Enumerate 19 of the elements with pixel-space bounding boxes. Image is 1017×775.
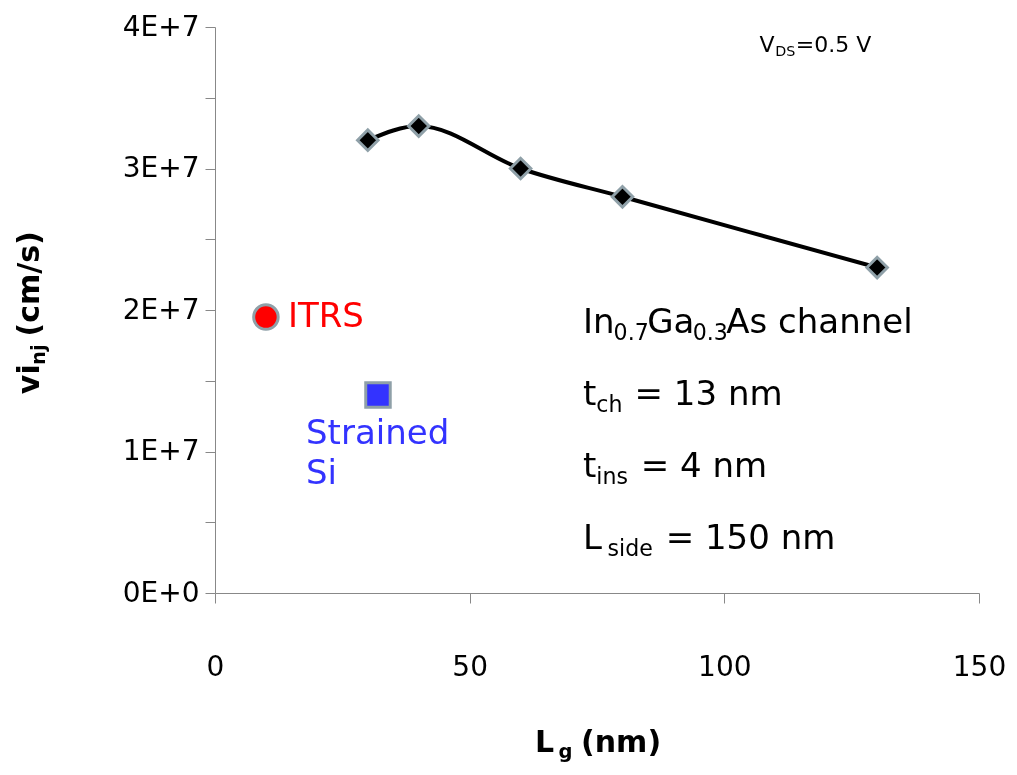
point	[865, 255, 889, 280]
point	[356, 128, 380, 152]
series-label: ITRS	[287, 295, 364, 336]
point	[508, 156, 533, 181]
x-tick-label: 150	[952, 649, 1007, 683]
point	[610, 185, 635, 209]
y-axis-title: vinj (cm/s)	[11, 231, 50, 395]
x-tick-label: 100	[698, 649, 752, 683]
series-label: Strained Si	[305, 411, 450, 492]
y-tick-label: 0E+0	[122, 575, 200, 609]
point	[406, 114, 431, 138]
y-tick-label: 4E+7	[122, 9, 200, 43]
point	[364, 381, 392, 409]
point	[252, 303, 280, 331]
y-tick-label: 2E+7	[122, 292, 200, 326]
x-tick-label: 50	[452, 649, 488, 683]
y-tick-label: 3E+7	[122, 151, 200, 184]
y-tick-label: 1E+7	[122, 434, 200, 467]
x-tick-label: 0	[206, 649, 225, 683]
